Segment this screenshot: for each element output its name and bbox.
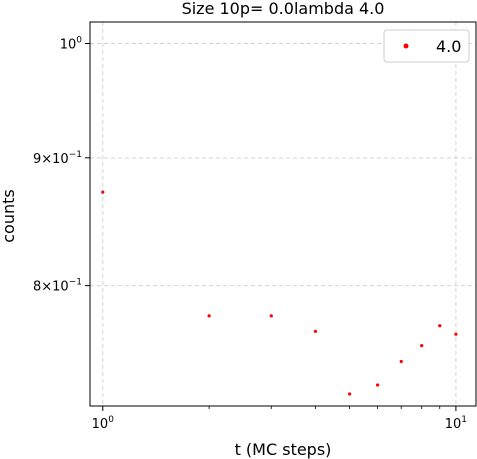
data-point: [348, 392, 352, 396]
data-point: [375, 383, 380, 387]
data-point: [101, 190, 105, 194]
data-point: [420, 343, 424, 348]
y-tick-label: 100: [60, 35, 83, 52]
data-point: [399, 359, 403, 364]
data-points: [101, 190, 458, 396]
data-point: [438, 324, 442, 328]
x-tick-label: 100: [92, 415, 115, 432]
plot-area: [89, 21, 477, 407]
data-point: [313, 329, 317, 333]
legend-box: [383, 29, 470, 63]
chart-title: Size 10p= 0.0lambda 4.0: [182, 0, 385, 18]
y-axis-label: counts: [0, 189, 18, 242]
grid: [90, 22, 476, 406]
x-tick-label: 101: [445, 415, 467, 432]
data-point: [207, 314, 211, 318]
legend-marker: [403, 43, 409, 49]
legend-entry-label: 4.0: [436, 37, 461, 56]
y-tick-label: 9×10−1: [33, 150, 82, 167]
legend: 4.0: [383, 29, 470, 63]
data-point: [269, 314, 273, 318]
y-axis: 100 9×10−1 8×10−1: [33, 35, 90, 295]
y-tick-label: 8×10−1: [33, 278, 82, 295]
x-axis: 100 101: [92, 406, 467, 432]
x-axis-label: t (MC steps): [235, 440, 332, 459]
data-point: [454, 332, 458, 336]
